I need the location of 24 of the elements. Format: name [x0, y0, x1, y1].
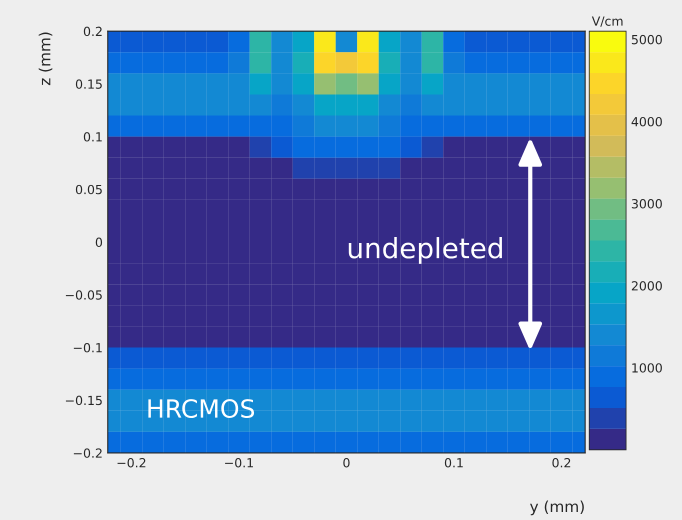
annotation: HRCMOS	[148, 399, 254, 418]
color-bar-label: 2000	[632, 281, 662, 291]
color-bar-label: 3000	[632, 199, 662, 208]
y-tick-label: 0.05	[76, 184, 102, 194]
annotation: undepleted	[348, 237, 502, 264]
color-bar-label: 5000	[632, 34, 662, 44]
y-tick-label: 0.1	[84, 132, 102, 142]
color-bar-title: V/cm	[592, 16, 623, 27]
color-bar-label: 4000	[632, 116, 662, 126]
y-tick-label: 0	[96, 238, 102, 247]
y-tick-label: 0.2	[84, 26, 102, 36]
x-tick-label: 0.1	[444, 458, 463, 468]
x-tick-label: 0.2	[552, 458, 570, 468]
y-tick-label: 0.15	[76, 79, 102, 89]
y-tick-label: −0.1	[74, 342, 102, 352]
x-tick-label: 0	[343, 458, 350, 468]
x-tick-label: −0.2	[118, 458, 146, 468]
y-tick-label: −0.05	[66, 290, 102, 300]
y-tick-label: −0.15	[66, 396, 102, 406]
y-tick-label: −0.2	[74, 448, 102, 458]
x-axis-title: y (mm)	[530, 500, 584, 516]
x-tick-label: −0.1	[225, 458, 253, 468]
color-bar-label: 1000	[632, 363, 662, 373]
y-axis-title: z (mm)	[38, 32, 52, 86]
